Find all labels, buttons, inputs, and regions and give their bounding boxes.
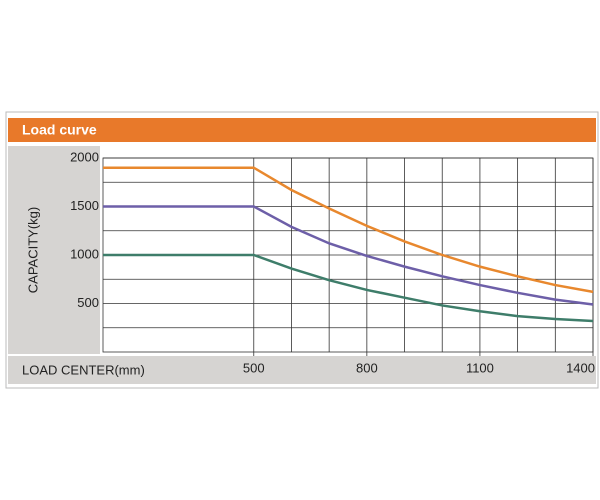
x-tick-label: 1100 (466, 360, 494, 375)
y-tick-label: 1500 (70, 198, 99, 213)
y-tick-label: 500 (77, 295, 99, 310)
data-line (103, 205, 594, 306)
x-panel (8, 356, 596, 384)
x-tick-label: 500 (243, 360, 265, 375)
header-bar (8, 118, 596, 142)
x-tick-label: 1400 (566, 360, 595, 375)
data-line (103, 253, 594, 323)
y-panel (8, 146, 100, 354)
x-tick-label: 800 (356, 360, 378, 375)
y-axis-label: CAPACITY(kg) (25, 207, 40, 293)
y-tick-label: 2000 (70, 149, 99, 164)
x-axis-label: LOAD CENTER(mm) (22, 362, 145, 377)
chart-title: Load curve (22, 122, 97, 138)
data-line (103, 166, 594, 294)
y-tick-label: 1000 (70, 246, 99, 261)
